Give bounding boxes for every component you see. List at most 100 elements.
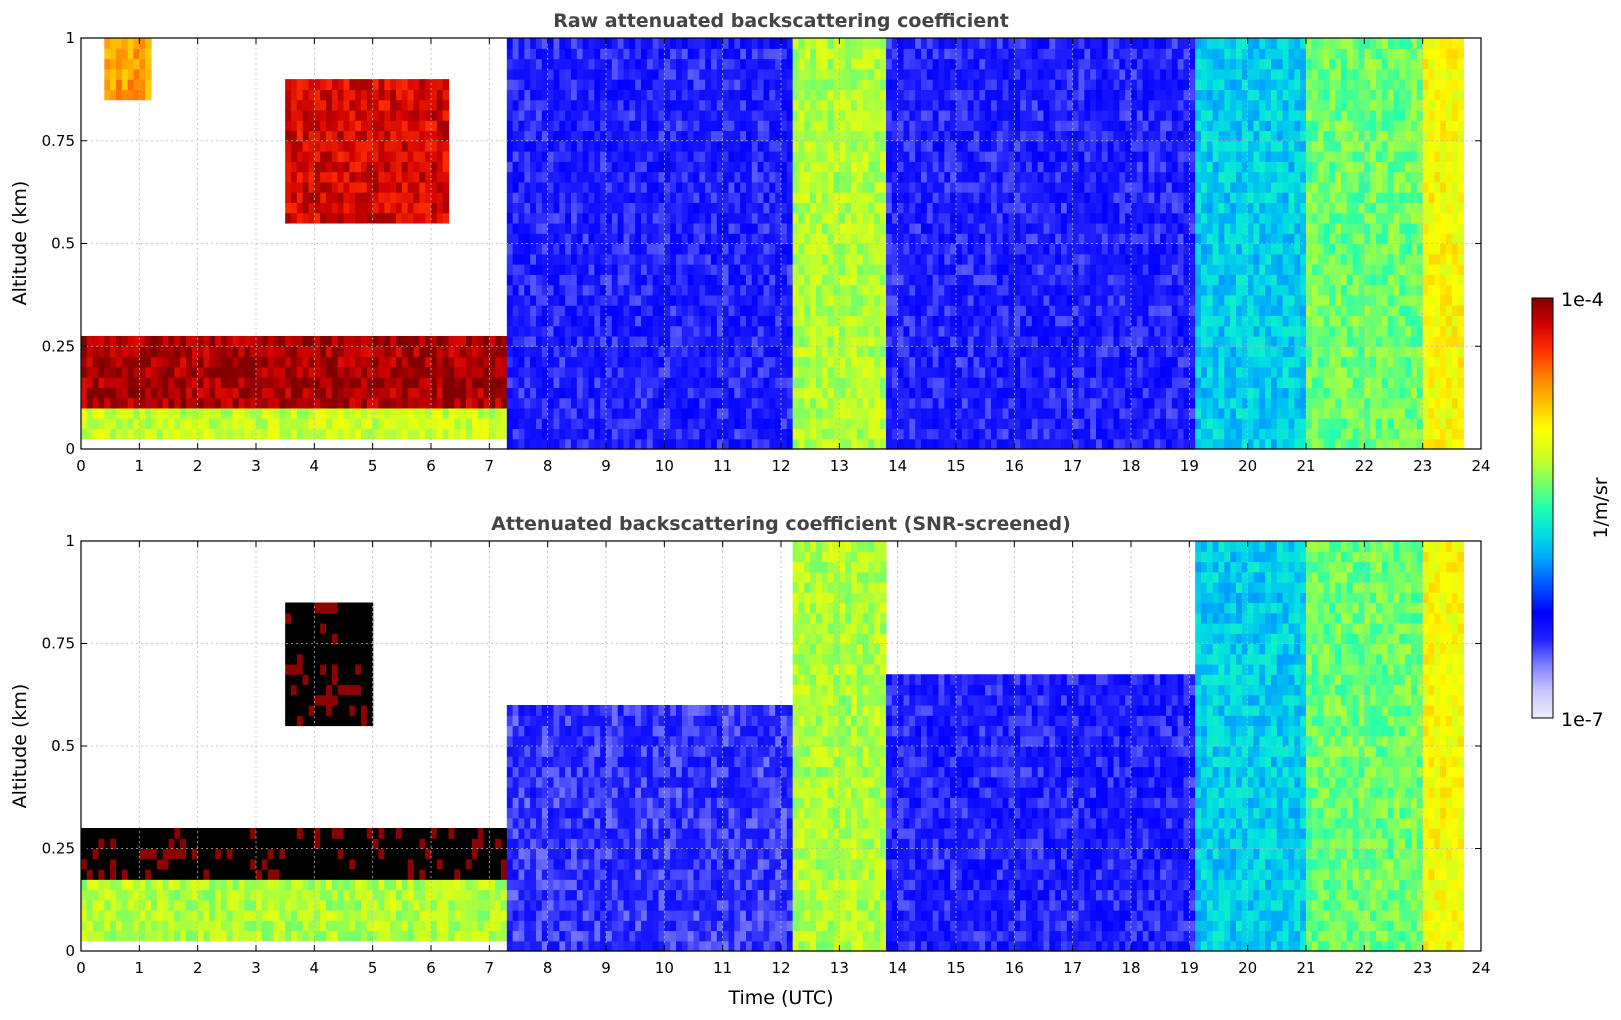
heatmap-cell — [1020, 346, 1027, 358]
heatmap-cell — [629, 151, 636, 162]
heatmap-cell — [530, 212, 537, 224]
heatmap-cell — [407, 99, 415, 111]
heatmap-cell — [676, 38, 683, 49]
heatmap-cell — [331, 428, 339, 440]
heatmap-cell — [658, 120, 665, 132]
heatmap-cell — [291, 428, 298, 440]
heatmap-cell — [1049, 397, 1056, 409]
heatmap-cell — [512, 305, 520, 317]
heatmap-cell — [880, 305, 887, 317]
heatmap-cell — [961, 130, 969, 142]
heatmap-cell — [886, 407, 893, 419]
heatmap-cell — [996, 397, 1004, 409]
heatmap-cell — [291, 397, 298, 409]
heatmap-cell — [518, 274, 525, 286]
heatmap-cell — [915, 315, 922, 327]
heatmap-cell — [874, 171, 881, 183]
heatmap-cell — [658, 233, 665, 245]
heatmap-cell — [716, 243, 724, 255]
heatmap-cell — [967, 99, 975, 111]
heatmap-cell — [699, 243, 706, 255]
heatmap-cell — [1037, 202, 1045, 214]
heatmap-cell — [880, 335, 887, 347]
heatmap-cell — [798, 274, 805, 286]
heatmap-cell — [314, 202, 321, 214]
heatmap-cell — [81, 346, 88, 358]
heatmap-cell — [991, 212, 998, 224]
heatmap-cell — [431, 79, 438, 90]
heatmap-cell — [1026, 315, 1033, 327]
heatmap-cell — [384, 151, 391, 162]
heatmap-cell — [658, 407, 665, 419]
heatmap-cell — [151, 428, 158, 440]
heatmap-cell — [1055, 181, 1062, 193]
heatmap-cell — [541, 181, 549, 193]
heatmap-cell — [792, 315, 800, 327]
heatmap-cell — [816, 418, 823, 430]
heatmap-cell — [670, 58, 677, 70]
heatmap-cell — [979, 305, 986, 317]
heatmap-cell — [1008, 233, 1015, 245]
heatmap-cell — [139, 335, 146, 347]
heatmap-cell — [553, 366, 560, 378]
heatmap-cell — [1020, 130, 1027, 142]
heatmap-cell — [711, 222, 718, 234]
heatmap-cell — [1043, 356, 1050, 368]
heatmap-cell — [623, 151, 630, 162]
heatmap-cell — [524, 428, 531, 440]
heatmap-cell — [705, 161, 712, 173]
heatmap-cell — [559, 140, 566, 152]
heatmap-cell — [512, 120, 520, 132]
heatmap-cell — [1037, 79, 1045, 90]
heatmap-cell — [623, 38, 630, 49]
heatmap-cell — [623, 284, 630, 296]
heatmap-cell — [547, 366, 555, 378]
heatmap-cell — [1049, 335, 1056, 347]
heatmap-cell — [1049, 305, 1056, 317]
heatmap-cell — [571, 212, 578, 224]
heatmap-cell — [244, 387, 251, 399]
heatmap-cell — [501, 377, 508, 388]
heatmap-cell — [553, 202, 560, 214]
heatmap-cell — [734, 418, 741, 430]
heatmap-cell — [641, 68, 648, 80]
heatmap-cell — [442, 428, 450, 440]
heatmap-cell — [880, 418, 887, 430]
heatmap-cell — [664, 243, 671, 255]
heatmap-cell — [576, 356, 584, 368]
heatmap-cell — [1020, 294, 1027, 306]
heatmap-cell — [378, 99, 385, 111]
heatmap-cell — [419, 397, 426, 409]
heatmap-cell — [1037, 222, 1045, 234]
heatmap-cell — [658, 109, 665, 121]
heatmap-cell — [320, 335, 327, 347]
heatmap-cell — [821, 68, 829, 80]
heatmap-cell — [874, 233, 881, 245]
heatmap-cell — [256, 428, 263, 440]
heatmap-cell — [740, 181, 747, 193]
heatmap-cell — [431, 366, 438, 378]
heatmap-cell — [856, 79, 864, 90]
heatmap-cell — [926, 79, 934, 90]
heatmap-cell — [851, 38, 858, 49]
heatmap-cell — [512, 161, 520, 173]
heatmap-cell — [845, 325, 852, 337]
heatmap-cell — [886, 202, 893, 214]
heatmap-cell — [932, 68, 940, 80]
heatmap-cell — [827, 335, 835, 347]
heatmap-cell — [611, 68, 619, 80]
heatmap-cell — [512, 48, 520, 60]
heatmap-cell — [734, 109, 741, 121]
heatmap-cell — [168, 366, 175, 378]
heatmap-cell — [226, 356, 234, 368]
heatmap-cell — [991, 335, 998, 347]
heatmap-cell — [559, 233, 566, 245]
heatmap-cell — [728, 151, 735, 162]
heatmap-cell — [740, 99, 747, 111]
heatmap-cell — [845, 212, 852, 224]
heatmap-cell — [641, 305, 648, 317]
heatmap-cell — [547, 202, 555, 214]
heatmap-cell — [314, 356, 321, 368]
heatmap-cell — [285, 428, 292, 440]
heatmap-cell — [979, 130, 986, 142]
